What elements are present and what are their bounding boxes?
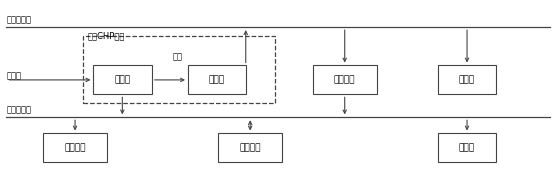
Text: 天然气: 天然气 [7, 71, 22, 80]
Text: 电功率平衡: 电功率平衡 [7, 106, 32, 115]
Text: 电负荷: 电负荷 [459, 143, 475, 152]
Text: 微型CHP机组: 微型CHP机组 [88, 32, 125, 41]
Bar [219, 133, 282, 162]
Text: 风电机组: 风电机组 [64, 143, 86, 152]
Text: 余热: 余热 [173, 52, 183, 61]
Bar [188, 65, 246, 94]
Bar [438, 133, 496, 162]
Text: 发电机: 发电机 [114, 75, 131, 84]
Bar [83, 36, 275, 103]
Bar [93, 65, 152, 94]
Text: 储能装置: 储能装置 [240, 143, 261, 152]
Text: 热泵装置: 热泵装置 [334, 75, 355, 84]
Bar [312, 65, 377, 94]
Bar [43, 133, 107, 162]
Text: 热功率平衡: 热功率平衡 [7, 16, 32, 25]
Text: 溴冷机: 溴冷机 [208, 75, 225, 84]
Bar [438, 65, 496, 94]
Text: 热负荷: 热负荷 [459, 75, 475, 84]
